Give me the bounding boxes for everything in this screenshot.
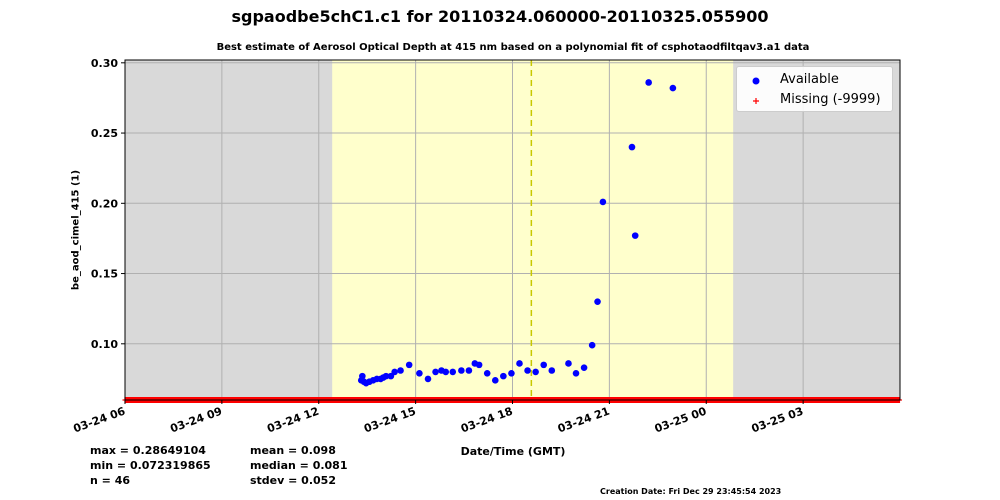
data-point [540, 361, 548, 369]
x-tick-label: 03-24 09 [168, 405, 223, 436]
creation-date: Creation Date: Fri Dec 29 23:45:54 2023 [600, 487, 782, 496]
x-tick-label: 03-24 06 [72, 404, 128, 435]
data-point [483, 370, 491, 377]
y-tick-label: 0.25 [91, 127, 118, 140]
data-point [382, 372, 390, 380]
data-point [580, 364, 588, 371]
data-point [548, 367, 556, 374]
x-tick-label: 03-24 15 [362, 405, 417, 436]
data-point [359, 372, 366, 380]
data-point [572, 370, 580, 377]
y-axis-label: be_aod_cimel_415 (1) [70, 169, 82, 291]
data-point [432, 368, 439, 376]
data-point [508, 370, 515, 377]
stat-median: median = 0.081 [250, 459, 348, 472]
blue-dot-icon [752, 77, 760, 85]
data-point [424, 375, 432, 383]
stat-stdev: stdev = 0.052 [250, 474, 336, 487]
data-point [628, 143, 636, 151]
data-point [458, 367, 465, 374]
stat-min: min = 0.072319865 [90, 459, 211, 472]
data-point [416, 370, 423, 377]
x-tick-label: 03-24 21 [556, 405, 611, 436]
data-point [491, 377, 499, 384]
x-tick-label: 03-24 12 [265, 405, 320, 436]
x-tick-label: 03-24 18 [459, 405, 514, 436]
daylight-span [332, 60, 734, 400]
data-point [599, 198, 607, 206]
red-plus-icon [753, 98, 759, 104]
y-tick-label: 0.30 [91, 57, 118, 70]
legend: Available Missing (-9999) [736, 66, 893, 112]
stat-max: max = 0.28649104 [90, 444, 206, 457]
chart-subtitle: Best estimate of Aerosol Optical Depth a… [216, 42, 810, 53]
y-tick-label: 0.15 [91, 268, 118, 281]
x-tick-label: 03-25 03 [750, 405, 805, 436]
data-point [588, 341, 596, 349]
data-point [516, 360, 523, 367]
data-point [391, 368, 398, 376]
data-point [565, 360, 572, 367]
available-series [357, 79, 677, 387]
stat-n: n = 46 [90, 474, 131, 487]
y-tick-label: 0.20 [91, 197, 118, 210]
data-point [387, 372, 395, 380]
data-point [405, 361, 413, 369]
data-point [465, 367, 473, 374]
chart-title: sgpaodbe5chC1.c1 for 20110324.060000-201… [231, 7, 769, 26]
data-point [645, 79, 652, 86]
y-axis-ticks: 0.10 0.15 0.20 0.25 0.30 [91, 57, 125, 351]
data-point [475, 361, 483, 369]
y-tick-label: 0.10 [91, 338, 118, 351]
legend-label: Available [780, 72, 839, 87]
x-tick-label: 03-25 00 [653, 404, 709, 435]
data-point [500, 372, 507, 380]
data-point [669, 84, 677, 92]
x-axis-label: Date/Time (GMT) [460, 445, 566, 458]
data-point [532, 368, 539, 376]
data-point [442, 368, 450, 376]
stat-mean: mean = 0.098 [250, 444, 336, 457]
data-point [594, 298, 601, 305]
data-point [449, 368, 457, 376]
legend-label: Missing (-9999) [780, 92, 881, 107]
data-point [397, 367, 404, 374]
data-point [631, 232, 639, 239]
data-point [524, 367, 531, 374]
x-axis-ticks: 03-24 06 03-24 09 03-24 12 03-24 15 03-24 18… [72, 400, 805, 436]
